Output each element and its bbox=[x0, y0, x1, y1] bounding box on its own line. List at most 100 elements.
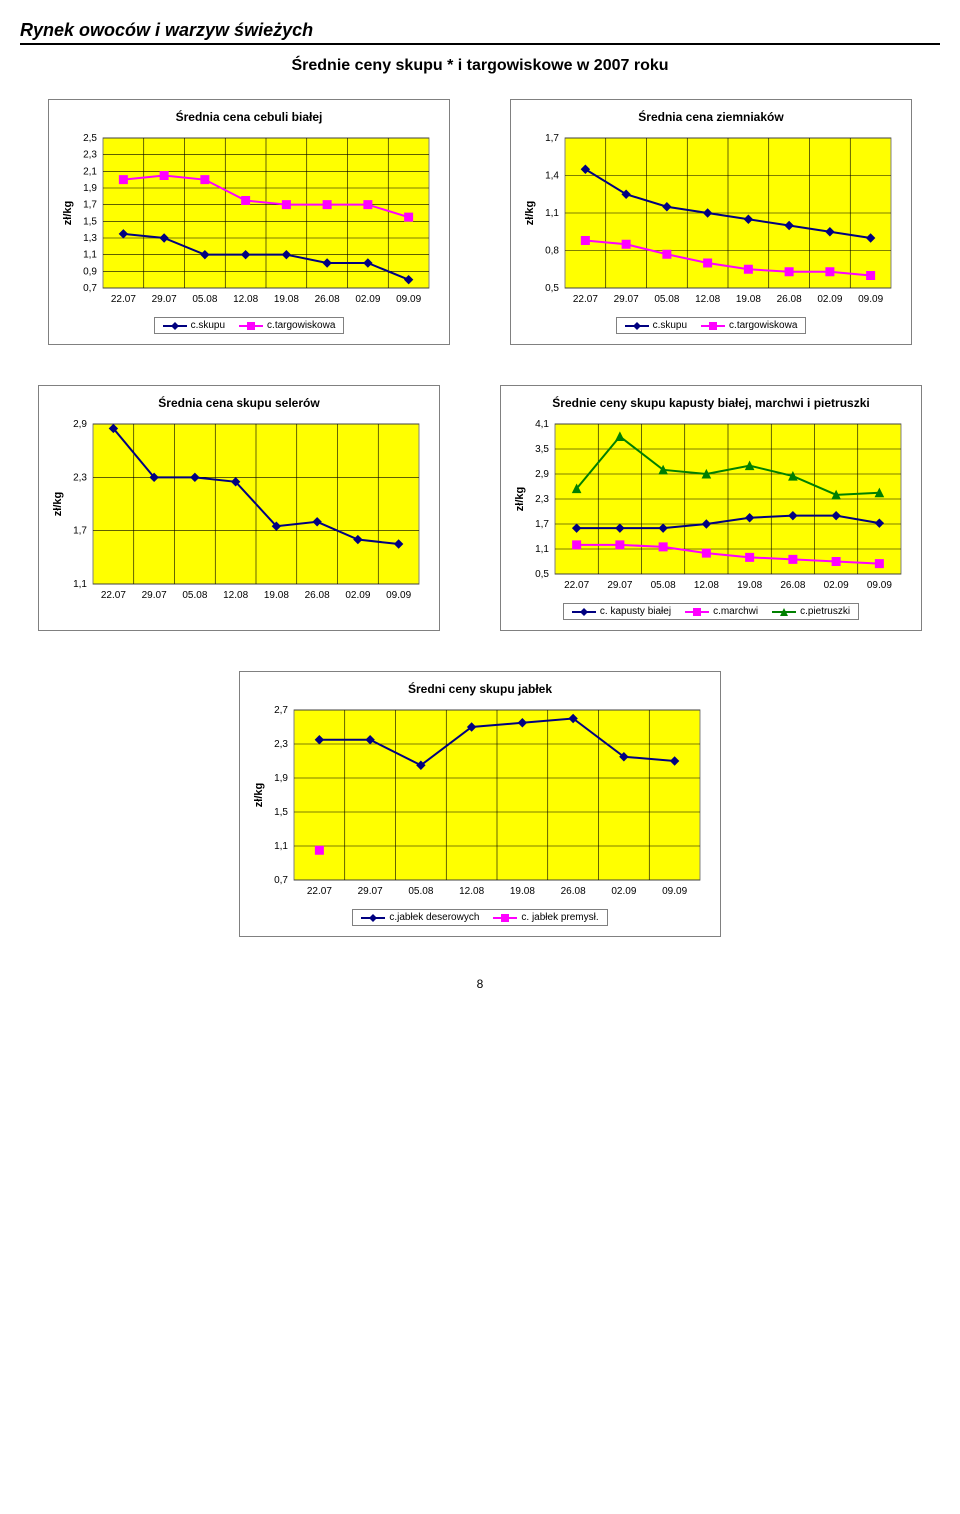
y-axis-label: zł/kg bbox=[62, 201, 74, 225]
y-tick-label: 1,1 bbox=[535, 544, 549, 555]
x-tick-label: 12.08 bbox=[223, 590, 248, 601]
y-tick-label: 1,3 bbox=[83, 233, 97, 244]
x-tick-label: 02.09 bbox=[345, 590, 370, 601]
y-tick-label: 1,4 bbox=[545, 171, 559, 182]
chart-title: Średnia cena cebuli białej bbox=[59, 110, 439, 124]
x-tick-label: 19.08 bbox=[264, 590, 289, 601]
y-tick-label: 2,1 bbox=[83, 166, 97, 177]
series-marker bbox=[659, 543, 667, 551]
legend-item: c.skupu bbox=[625, 320, 687, 331]
chart-title: Średni ceny skupu jabłek bbox=[250, 682, 710, 696]
chart-legend: c.skupu c.targowiskowa bbox=[154, 317, 345, 334]
legend-label: c.marchwi bbox=[713, 606, 758, 617]
x-tick-label: 19.08 bbox=[274, 294, 299, 305]
y-tick-label: 2,9 bbox=[535, 469, 549, 480]
x-tick-label: 22.07 bbox=[111, 294, 136, 305]
page-title: Rynek owoców i warzyw świeżych bbox=[20, 20, 940, 45]
chart-legend: c. kapusty białej c.marchwi c.pietruszki bbox=[563, 603, 859, 620]
y-tick-label: 0,7 bbox=[274, 875, 288, 886]
y-tick-label: 2,5 bbox=[83, 133, 97, 144]
legend-item: c.skupu bbox=[163, 320, 225, 331]
x-tick-label: 12.08 bbox=[459, 886, 484, 897]
series-marker bbox=[616, 541, 624, 549]
y-tick-label: 2,7 bbox=[274, 705, 288, 716]
page-number: 8 bbox=[20, 977, 940, 991]
y-tick-label: 2,3 bbox=[73, 472, 87, 483]
series-marker bbox=[875, 560, 883, 568]
chart-row-1: Średnia cena cebuli białej 0,7 0,9 1,1 1,3 1,… bbox=[20, 99, 940, 345]
series-marker bbox=[581, 237, 589, 245]
y-tick-label: 0,7 bbox=[83, 283, 97, 294]
series-marker bbox=[832, 558, 840, 566]
series-marker bbox=[573, 541, 581, 549]
x-tick-label: 09.09 bbox=[396, 294, 421, 305]
chart-svg: 0,70,91,11,31,51,71,92,12,32,5zł/kg22.07… bbox=[59, 132, 439, 308]
y-tick-label: 2,3 bbox=[535, 494, 549, 505]
legend-label: c.jabłek deserowych bbox=[389, 912, 479, 923]
series-marker bbox=[364, 201, 372, 209]
chart-jablka: Średni ceny skupu jabłek0,71,11,51,92,32… bbox=[239, 671, 721, 937]
series-marker bbox=[622, 240, 630, 248]
chart-row-3: Średni ceny skupu jabłek0,71,11,51,92,32… bbox=[20, 671, 940, 937]
chart-title: Średnia cena skupu selerów bbox=[49, 396, 429, 410]
x-tick-label: 05.08 bbox=[651, 580, 676, 591]
x-tick-label: 29.07 bbox=[614, 294, 639, 305]
series-marker bbox=[744, 265, 752, 273]
x-tick-label: 12.08 bbox=[233, 294, 258, 305]
chart-row-2: Średnia cena skupu selerów1,11,72,32,9zł… bbox=[20, 385, 940, 631]
x-tick-label: 12.08 bbox=[695, 294, 720, 305]
y-tick-label: 1,7 bbox=[83, 200, 97, 211]
series-marker bbox=[282, 201, 290, 209]
series-marker bbox=[702, 549, 710, 557]
y-axis-label: zł/kg bbox=[524, 201, 536, 225]
y-tick-label: 1,7 bbox=[545, 133, 559, 144]
x-tick-label: 02.09 bbox=[355, 294, 380, 305]
series-marker bbox=[789, 555, 797, 563]
legend-item: c.targowiskowa bbox=[239, 320, 335, 331]
legend-marker-icon bbox=[163, 321, 187, 331]
y-tick-label: 0,5 bbox=[535, 569, 549, 580]
x-tick-label: 02.09 bbox=[824, 580, 849, 591]
series-marker bbox=[663, 250, 671, 258]
chart-legend: c.skupu c.targowiskowa bbox=[616, 317, 807, 334]
y-tick-label: 1,5 bbox=[83, 216, 97, 227]
legend-label: c.targowiskowa bbox=[729, 320, 797, 331]
legend-label: c.skupu bbox=[191, 320, 225, 331]
y-axis-label: zł/kg bbox=[253, 783, 265, 807]
y-tick-label: 3,5 bbox=[535, 444, 549, 455]
legend-marker-icon bbox=[493, 913, 517, 923]
x-tick-label: 05.08 bbox=[408, 886, 433, 897]
legend-marker-icon bbox=[685, 607, 709, 617]
chart-cebula: Średnia cena cebuli białej0,70,91,11,31,… bbox=[48, 99, 450, 345]
chart-legend: c.jabłek deserowych c. jabłek premysł. bbox=[352, 909, 607, 926]
legend-label: c.skupu bbox=[653, 320, 687, 331]
series-marker bbox=[746, 553, 754, 561]
x-tick-label: 26.08 bbox=[315, 294, 340, 305]
x-tick-label: 29.07 bbox=[152, 294, 177, 305]
y-tick-label: 1,1 bbox=[545, 208, 559, 219]
legend-marker-icon bbox=[772, 607, 796, 617]
chart-kapusta: Średnie ceny skupu kapusty białej, march… bbox=[500, 385, 922, 631]
chart-seler: Średnia cena skupu selerów1,11,72,32,9zł… bbox=[38, 385, 440, 631]
series-marker bbox=[119, 176, 127, 184]
legend-item: c.marchwi bbox=[685, 606, 758, 617]
legend-item: c.jabłek deserowych bbox=[361, 912, 479, 923]
y-tick-label: 0,9 bbox=[83, 266, 97, 277]
chart-title: Średnie ceny skupu kapusty białej, march… bbox=[511, 396, 911, 410]
x-tick-label: 22.07 bbox=[101, 590, 126, 601]
x-tick-label: 19.08 bbox=[736, 294, 761, 305]
y-tick-label: 0,8 bbox=[545, 246, 559, 257]
x-tick-label: 05.08 bbox=[192, 294, 217, 305]
x-tick-label: 22.07 bbox=[307, 886, 332, 897]
legend-label: c.targowiskowa bbox=[267, 320, 335, 331]
legend-item: c.targowiskowa bbox=[701, 320, 797, 331]
y-tick-label: 2,3 bbox=[83, 150, 97, 161]
x-tick-label: 26.08 bbox=[561, 886, 586, 897]
y-tick-label: 1,9 bbox=[274, 773, 288, 784]
x-tick-label: 29.07 bbox=[607, 580, 632, 591]
legend-marker-icon bbox=[572, 607, 596, 617]
series-marker bbox=[323, 201, 331, 209]
y-tick-label: 1,9 bbox=[83, 183, 97, 194]
y-tick-label: 1,7 bbox=[73, 526, 87, 537]
series-marker bbox=[785, 268, 793, 276]
